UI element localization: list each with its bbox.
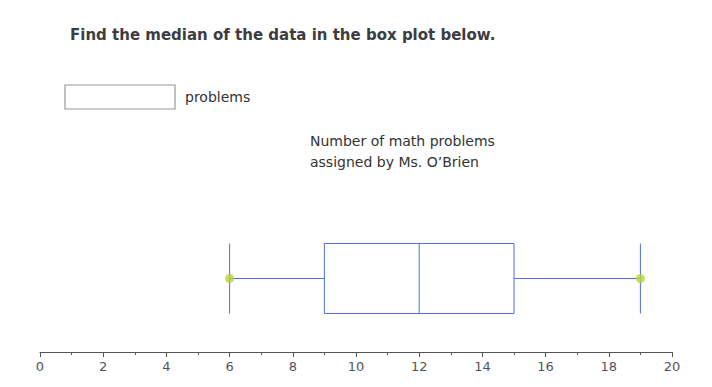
- svg-text:14: 14: [474, 359, 491, 374]
- svg-text:20: 20: [664, 359, 681, 374]
- svg-text:16: 16: [537, 359, 554, 374]
- svg-text:problems: problems: [185, 89, 250, 105]
- svg-text:Find the median of the data in: Find the median of the data in the box p…: [70, 26, 495, 44]
- svg-text:6: 6: [225, 359, 233, 374]
- svg-text:Number of math problems: Number of math problems: [310, 133, 495, 149]
- svg-text:assigned by Ms. O’Brien: assigned by Ms. O’Brien: [310, 154, 479, 170]
- svg-text:12: 12: [411, 359, 428, 374]
- svg-text:0: 0: [36, 359, 44, 374]
- svg-text:18: 18: [601, 359, 618, 374]
- svg-text:2: 2: [99, 359, 107, 374]
- svg-text:10: 10: [348, 359, 365, 374]
- svg-text:8: 8: [289, 359, 297, 374]
- svg-text:4: 4: [162, 359, 170, 374]
